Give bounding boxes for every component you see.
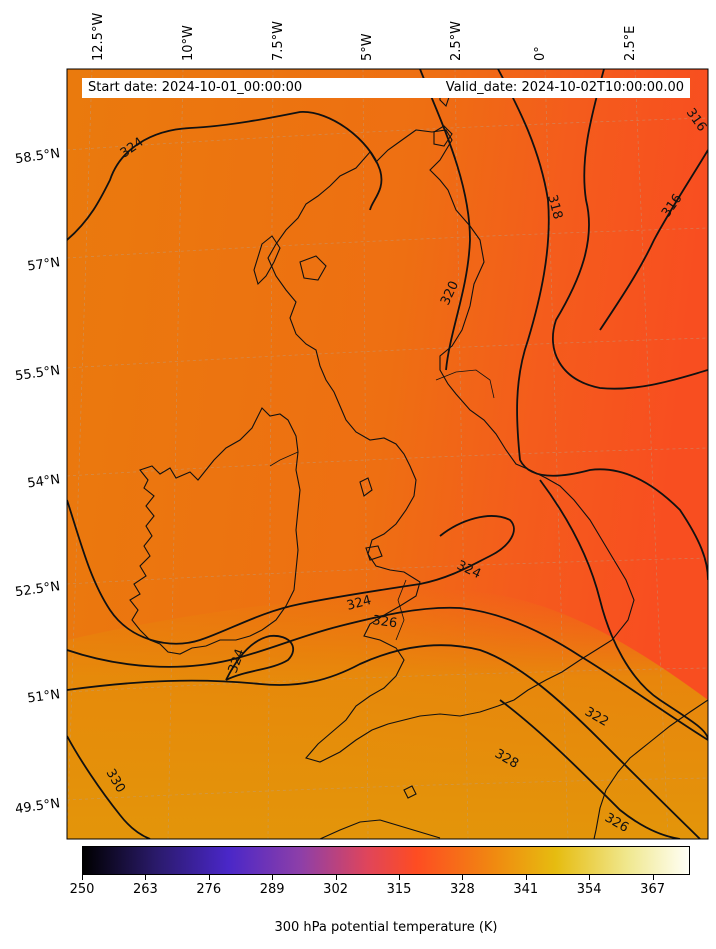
colorbar-tick-label: 367 xyxy=(640,882,665,897)
colorbar-tick xyxy=(145,875,147,880)
contour-326 xyxy=(67,606,708,741)
colorbar-tick-label: 263 xyxy=(132,882,158,897)
colorbar-tick-label: 354 xyxy=(576,882,602,897)
contour-328 xyxy=(67,644,701,839)
contour-330 xyxy=(67,735,151,839)
borders xyxy=(269,369,495,641)
longitude-label: 7.5°W xyxy=(271,20,286,61)
colorbar-tick xyxy=(208,875,210,880)
contour-318 xyxy=(497,69,708,581)
colorbar-tick-label: 328 xyxy=(449,882,475,897)
start-date-text: Start date: 2024-10-01_00:00:00 xyxy=(88,80,303,95)
colorbar-tick xyxy=(652,875,654,880)
longitude-label: 10°W xyxy=(181,25,196,61)
longitude-label: 5°W xyxy=(360,33,375,61)
longitude-label: 2.5°E xyxy=(623,25,638,61)
skye-coast xyxy=(299,255,327,281)
contour-324-mid xyxy=(67,499,515,645)
contour-324-north xyxy=(67,111,383,241)
isle-of-man-coast xyxy=(359,477,373,497)
colorbar xyxy=(82,846,690,875)
contour-label: 324 xyxy=(345,593,373,614)
contour-322 xyxy=(539,479,708,741)
colorbar-tick xyxy=(399,875,400,880)
longitude-label: 12.5°W xyxy=(91,12,106,61)
contour-label: 326 xyxy=(371,613,398,631)
map-frame xyxy=(66,68,709,840)
colorbar-tick-label: 289 xyxy=(259,882,285,897)
colorbar-tick-label: 315 xyxy=(386,882,412,897)
france-coast xyxy=(319,819,441,839)
colorbar-tick xyxy=(272,875,274,880)
longitude-label: 2.5°W xyxy=(449,20,464,61)
coastlines xyxy=(129,83,708,839)
longitude-label: 0° xyxy=(533,46,548,61)
date-info-box: Start date: 2024-10-01_00:00:00 Valid_da… xyxy=(82,78,690,98)
contour-320 xyxy=(419,69,471,371)
colorbar-tick xyxy=(589,875,591,880)
contour-316 xyxy=(552,69,708,390)
great-britain-coast xyxy=(267,129,635,763)
contour-lines xyxy=(67,69,708,839)
colorbar-tick xyxy=(82,875,83,880)
valid-date-text: Valid_date: 2024-10-02T10:00:00.00 xyxy=(445,80,684,95)
colorbar-tick xyxy=(335,875,337,880)
contour-label: 318 xyxy=(544,193,565,221)
colorbar-tick-label: 341 xyxy=(513,882,539,897)
colorbar-tick xyxy=(525,875,527,880)
contour-326-b xyxy=(499,699,681,839)
colorbar-tick-label: 250 xyxy=(69,882,95,897)
hebrides-coast xyxy=(253,235,281,286)
anglesey-coast xyxy=(365,545,383,561)
contour-316-b xyxy=(599,149,708,331)
channel-islands xyxy=(403,785,417,799)
colorbar-tick xyxy=(462,875,464,880)
colorbar-tick-label: 302 xyxy=(323,882,348,897)
colorbar-tick-label: 276 xyxy=(196,882,222,897)
contour-324-south xyxy=(225,635,294,681)
ireland-coast xyxy=(129,407,301,655)
warm-southern-band xyxy=(67,589,708,839)
colorbar-title: 300 hPa potential temperature (K) xyxy=(274,920,498,935)
